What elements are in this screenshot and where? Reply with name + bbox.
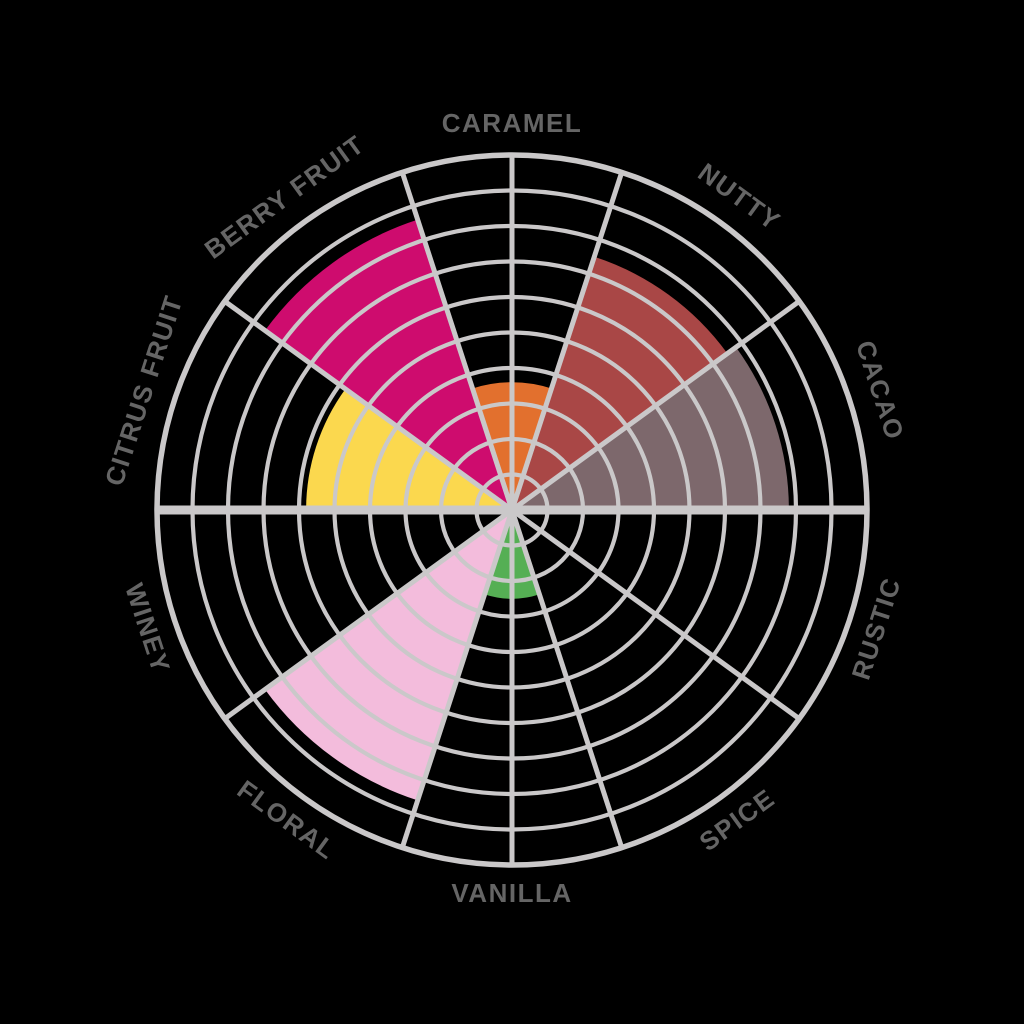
grid-spoke <box>223 507 514 721</box>
grid-spoke <box>509 509 625 849</box>
polar-grid <box>154 152 870 868</box>
grid-spoke <box>510 507 801 721</box>
label-spice: SPICE <box>694 783 781 858</box>
label-rustic: RUSTIC <box>846 573 907 683</box>
grid-spoke <box>510 299 801 513</box>
grid-spoke <box>399 509 515 849</box>
grid-spoke <box>399 171 515 511</box>
label-caramel: CARAMEL <box>442 108 583 138</box>
label-vanilla: VANILLA <box>451 878 572 908</box>
label-nutty: NUTTY <box>693 157 787 237</box>
grid-spoke <box>223 299 514 513</box>
grid-spoke <box>509 171 625 511</box>
